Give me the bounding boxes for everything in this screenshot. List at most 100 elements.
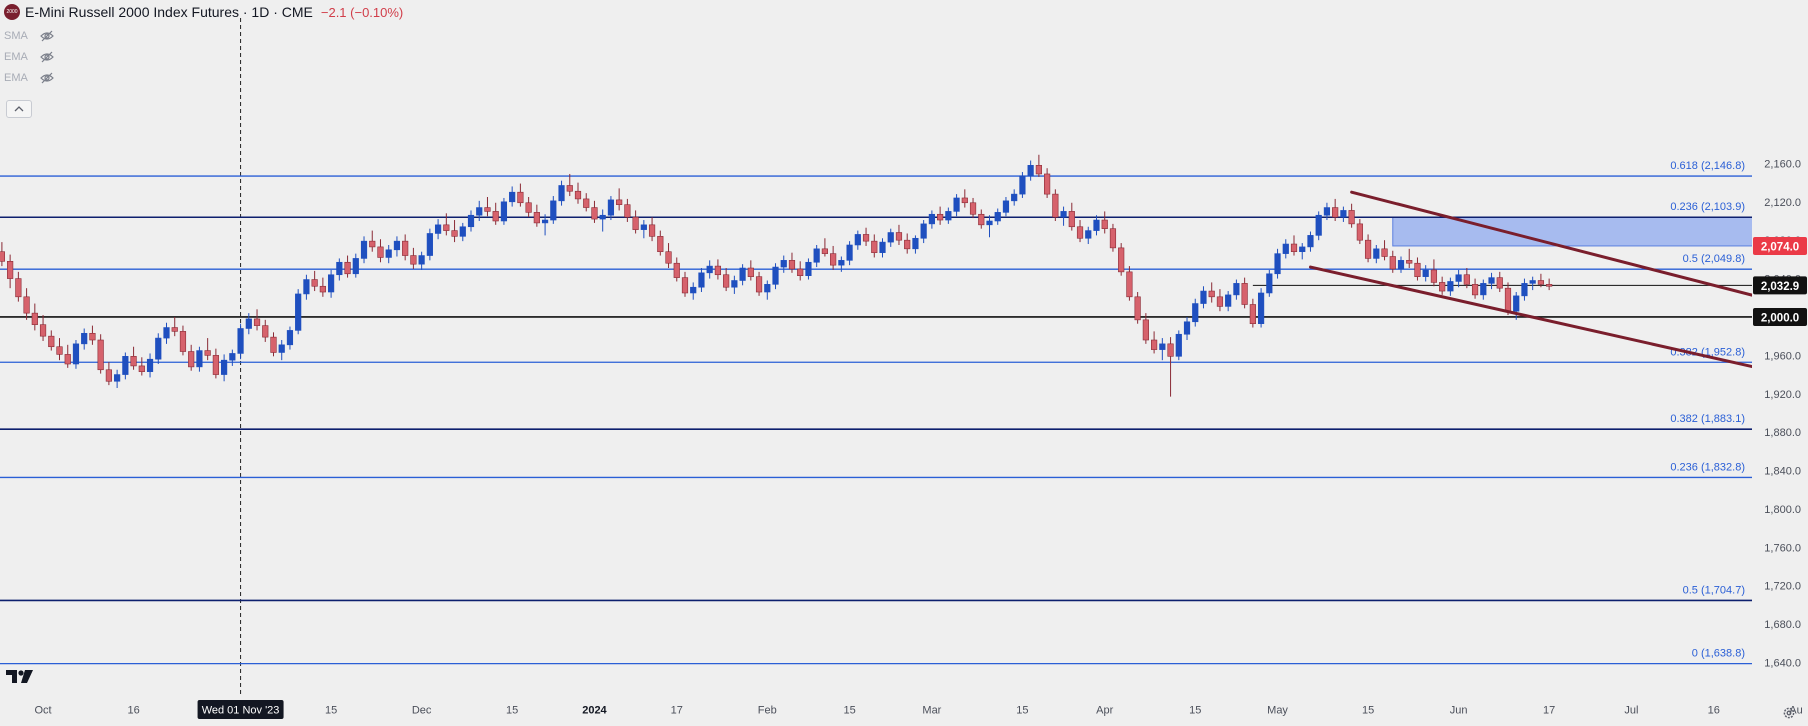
candle-down [788,260,796,270]
symbol-logo-icon[interactable]: 2000 [4,4,20,20]
x-tick-label: Apr [1096,705,1113,717]
indicator-row-ema-2[interactable]: EMA [4,71,54,85]
candle-down [969,202,977,215]
candle-down [681,277,689,294]
candle-down [344,261,351,275]
indicator-row-ema-1[interactable]: EMA [4,50,54,64]
candle-up [764,284,771,293]
candle-down [1076,226,1084,239]
y-tick-label: 1,920.0 [1764,389,1801,401]
x-tick-label: 15 [843,705,855,717]
candle-up [1233,283,1240,296]
candle-up [541,219,549,224]
candle-up [558,185,565,202]
candle-down [262,325,269,338]
x-tick-label: Au [1789,705,1802,717]
candle-up [945,211,952,221]
candle-up [986,220,993,226]
candle-up [418,255,425,265]
candle-up [352,258,359,275]
candle-down [64,354,71,365]
candle-down [212,355,219,375]
candle-down [755,276,763,293]
chevron-up-icon [14,106,24,112]
y-tick-label: 1,960.0 [1764,350,1801,362]
candle-down [1134,296,1141,321]
x-tick-label: Dec [412,705,432,717]
candle-up [196,350,203,368]
y-tick-label: 2,120.0 [1764,197,1801,209]
price-tag [1753,276,1807,295]
eye-off-icon[interactable] [39,71,54,85]
candle-up [1323,207,1331,216]
candle-down [517,191,524,204]
candle-up [426,233,433,256]
candle-up [1488,277,1495,284]
candle-down [7,261,14,279]
symbol-title[interactable]: E-Mini Russell 2000 Index Futures · 1D ·… [25,4,313,20]
candle-up [1183,321,1191,335]
collapse-indicators-button[interactable] [6,100,32,118]
candle-up [928,213,935,225]
candle-down [1216,296,1224,307]
candle-up [1002,200,1010,213]
candle-up [393,240,401,251]
x-tick-label: 15 [1016,705,1028,717]
candle-down [904,239,911,250]
candle-down [1406,260,1413,264]
eye-off-icon[interactable] [39,29,54,43]
candle-down [451,230,458,237]
candle-up [599,214,606,220]
candle-down [1439,282,1446,292]
candle-up [434,224,442,234]
fib-level-label: 0.236 (1,832.8) [1670,461,1745,473]
candle-down [1044,173,1051,195]
x-tick-label: Wed 01 Nov '23 [202,705,280,717]
candle-down [1364,239,1372,259]
fib-level-label: 0.382 (1,952.8) [1670,346,1745,358]
candle-up [278,344,285,353]
eye-off-icon[interactable] [39,50,54,64]
tradingview-logo-icon[interactable] [6,668,34,689]
candle-down [1109,228,1117,249]
candle-up [920,223,927,239]
candle-up [163,327,170,339]
candle-up [1422,269,1429,277]
candle-down [319,285,326,293]
candle-up [640,224,647,230]
price-tag [1753,236,1807,255]
x-tick-label: 15 [506,705,518,717]
candle-up [245,318,252,329]
candle-down [566,185,573,192]
candle-down [1496,277,1503,289]
candle-up [155,337,162,360]
indicator-row-sma[interactable]: SMA [4,29,54,43]
candle-down [895,232,903,241]
candle-down [821,248,828,254]
candle-down [39,324,47,337]
candle-up [72,343,80,365]
resistance-zone [1392,216,1756,247]
candle-up [739,267,746,281]
x-tick-label: 15 [1362,705,1374,717]
candle-down [253,318,261,326]
candle-down [15,278,22,298]
y-tick-label: 1,840.0 [1764,466,1801,478]
candle-up [1274,253,1281,275]
candle-down [1430,269,1438,283]
candle-up [953,197,960,212]
candle-down [410,255,417,265]
settings-gear-icon[interactable] [1782,706,1796,724]
candle-up [1480,283,1487,296]
candle-down [311,279,318,287]
x-tick-label: 15 [325,705,337,717]
x-tick-label: May [1267,705,1288,717]
candle-down [937,213,944,221]
candle-up [1299,246,1306,253]
fib-level-label: 0.5 (1,704.7) [1683,584,1745,596]
y-tick-label: 1,880.0 [1764,427,1801,439]
candle-down [797,268,804,277]
fib-level-label: 0.5 (2,049.8) [1683,253,1745,265]
candle-up [476,207,483,216]
